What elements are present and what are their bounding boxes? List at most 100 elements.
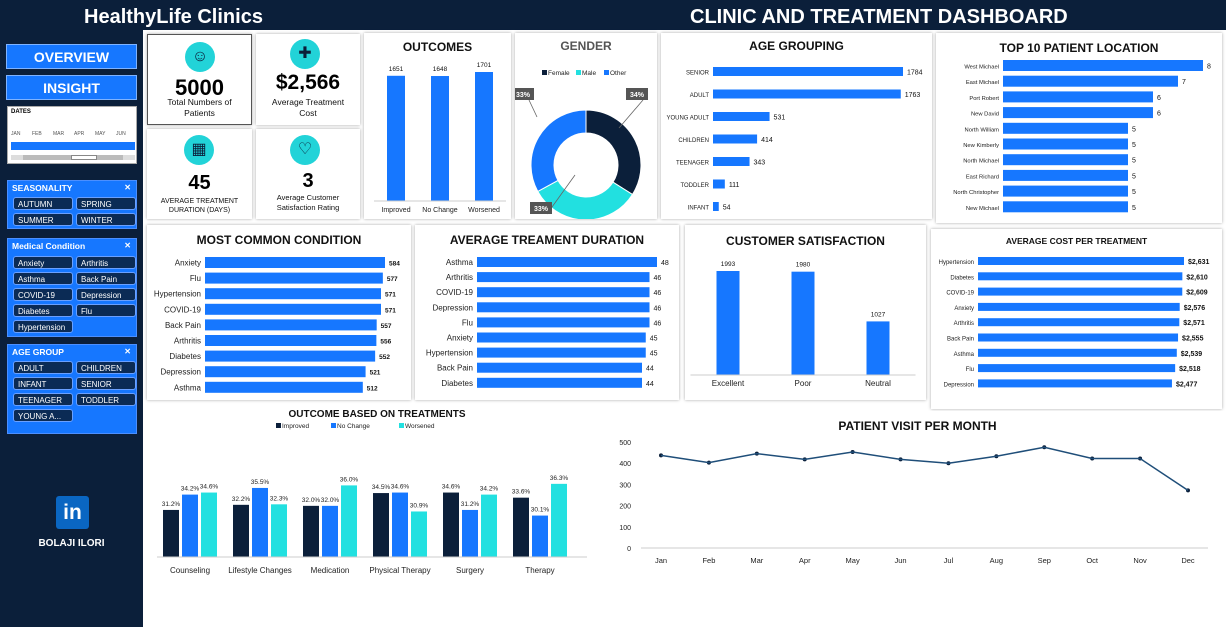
outcomes-card: OUTCOMES 1651 Improved 1648 No Change 1701 Wo… [364, 33, 511, 219]
slicer-item-toddler[interactable]: TODDLER [76, 393, 136, 406]
bar [978, 287, 1183, 296]
clear-filter-icon[interactable]: ✕ [124, 183, 131, 192]
slicer-item-infant[interactable]: INFANT [13, 377, 73, 390]
x-tick-label: Sep [1038, 556, 1051, 565]
category-label: Anxiety [447, 334, 473, 343]
category-label: Back Pain [947, 337, 974, 343]
category-label: North Michael [963, 159, 999, 165]
category-label: COVID-19 [946, 291, 974, 297]
timeline-month[interactable]: MAR [53, 131, 65, 137]
overview-button[interactable]: OVERVIEW [6, 44, 137, 69]
bar [477, 257, 657, 267]
timeline-scrollbar[interactable] [11, 155, 135, 160]
series-line [660, 446, 1189, 491]
slicer-item-spring[interactable]: SPRING [76, 197, 136, 210]
bar [1003, 169, 1128, 181]
category-label: Flu [190, 274, 201, 283]
slicer-item-summer[interactable]: SUMMER [13, 213, 73, 226]
category-label: Flu [966, 367, 974, 373]
category-label: YOUNG ADULT [666, 116, 709, 122]
leader-line [528, 99, 538, 118]
gender-title: GENDER [560, 39, 612, 53]
data-label: 44 [646, 381, 654, 388]
category-label: Anxiety [175, 259, 201, 268]
timeline-bar[interactable] [11, 142, 135, 150]
bar [1003, 91, 1153, 103]
insight-button[interactable]: INSIGHT [6, 75, 137, 100]
slicer-item-young-adult[interactable]: YOUNG A... [13, 409, 73, 422]
condition-title: MOST COMMON CONDITION [196, 233, 362, 247]
bar [411, 511, 427, 557]
legend-label: Improved [282, 423, 309, 430]
timeline-month[interactable]: FEB [32, 131, 42, 137]
slicer-item-depression[interactable]: Depression [76, 288, 136, 301]
bar [713, 67, 903, 76]
data-label: 46 [654, 320, 662, 327]
slicer-item-flu[interactable]: Flu [76, 304, 136, 317]
category-label: TEENAGER [676, 161, 710, 167]
date-timeline[interactable]: DATES JAN FEB MAR APR MAY JUN [7, 106, 137, 164]
slicer-item-teenager[interactable]: TEENAGER [13, 393, 73, 406]
data-label: 1993 [721, 261, 736, 268]
data-label: 521 [370, 370, 381, 377]
slicer-item-covid[interactable]: COVID-19 [13, 288, 73, 301]
kpi-cost-label: Average Treatment Cost [271, 97, 345, 118]
category-label: West Michael [964, 65, 999, 71]
category-label: Asthma [446, 258, 474, 267]
location-card: TOP 10 PATIENT LOCATION West Michael 8 Eas… [936, 33, 1222, 223]
slicer-item-autumn[interactable]: AUTUMN [13, 197, 73, 210]
age-card: AGE GROUPING SENIOR 1784 ADULT 1763 YOUNG AD… [661, 33, 932, 219]
timeline-month[interactable]: MAY [95, 131, 106, 137]
slicer-item-children[interactable]: CHILDREN [76, 361, 136, 374]
slicer-item-arthritis[interactable]: Arthritis [76, 256, 136, 269]
timeline-month[interactable]: APR [74, 131, 85, 137]
data-label: 48 [661, 260, 669, 267]
slicer-item-asthma[interactable]: Asthma [13, 272, 73, 285]
bar [233, 504, 249, 557]
category-label: COVID-19 [436, 288, 473, 297]
slicer-item-anxiety[interactable]: Anxiety [13, 256, 73, 269]
bar [713, 89, 901, 99]
clear-filter-icon[interactable]: ✕ [124, 347, 131, 356]
slicer-item-back-pain[interactable]: Back Pain [76, 272, 136, 285]
clear-filter-icon[interactable]: ✕ [124, 241, 131, 250]
category-label: North William [965, 127, 1000, 133]
bar [1003, 75, 1178, 87]
data-label: 46 [654, 305, 662, 312]
x-tick-label: Jul [944, 556, 954, 565]
slicer-item-senior[interactable]: SENIOR [76, 377, 136, 390]
gender-slice [530, 109, 587, 193]
slicer-item-winter[interactable]: WINTER [76, 213, 136, 226]
category-label: SENIOR [686, 71, 710, 77]
bar [477, 272, 650, 283]
slicer-item-adult[interactable]: ADULT [13, 361, 73, 374]
legend-swatch [276, 423, 281, 428]
category-label: Asthma [174, 383, 202, 392]
legend-label: Male [582, 70, 596, 77]
leader-line [618, 99, 644, 129]
bar [387, 75, 405, 201]
data-label: 34.5% [372, 484, 391, 491]
data-label: $2,518 [1179, 366, 1201, 373]
linkedin-icon[interactable]: in [56, 496, 89, 529]
slicer-item-diabetes[interactable]: Diabetes [13, 304, 73, 317]
slicer-item-hypertension[interactable]: Hypertension [13, 320, 73, 333]
kpi-duration-value: 45 [188, 172, 211, 194]
data-label: 5 [1132, 205, 1136, 212]
cost-chart: Hypertension $2,631 Diabetes $2,610 COVID-19… [939, 257, 1210, 388]
x-tick-label: May [846, 556, 860, 565]
category-label: Back Pain [165, 321, 201, 330]
visits-chart: 0 100 200 300 400 500 Jan Feb Mar Apr May Jun Jul Aug… [619, 440, 1208, 565]
timeline-month[interactable]: JAN [11, 131, 21, 137]
category-label: Surgery [456, 566, 484, 575]
condition-slicer: Medical Condition ✕ Anxiety Arthritis Ast… [7, 238, 137, 337]
category-label: Poor [795, 379, 812, 388]
timeline-month[interactable]: JUN [116, 131, 126, 137]
category-label: Depression [944, 382, 974, 388]
gender-chart: Female Male Other 34% 33% 33% [515, 70, 648, 219]
timeline-months: JAN FEB MAR APR MAY JUN [11, 131, 135, 139]
data-label: 34.2% [181, 486, 200, 493]
bar [431, 76, 449, 201]
bar [477, 302, 650, 313]
data-label: 1648 [433, 66, 448, 73]
